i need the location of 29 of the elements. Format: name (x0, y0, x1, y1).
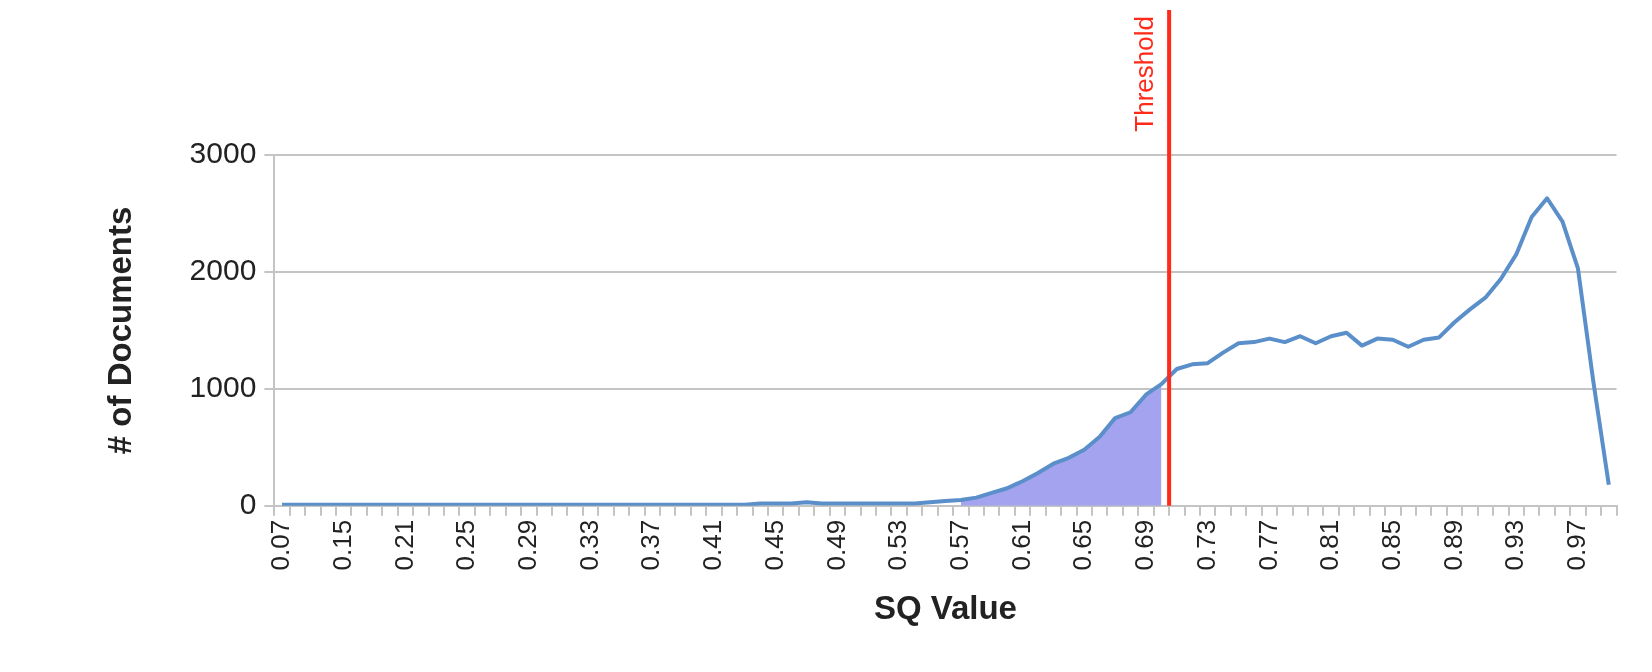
y-tick-label: 0 (239, 487, 257, 521)
x-tick-label: 0.57 (944, 519, 975, 571)
y-axis-title: # of Documents (100, 206, 138, 455)
x-tick-label: 0.41 (697, 519, 728, 571)
x-tick-label: 0.73 (1190, 519, 1221, 571)
x-tick-label: 0.07 (265, 519, 296, 571)
x-tick-label: 0.69 (1129, 519, 1160, 571)
x-tick-label: 0.25 (450, 519, 481, 571)
y-tick-label: 2000 (189, 253, 257, 287)
x-tick-label: 0.45 (758, 519, 789, 571)
x-tick-label: 0.53 (882, 519, 913, 571)
x-tick-label: 0.97 (1561, 519, 1592, 571)
y-tick-label: 1000 (189, 370, 257, 404)
x-tick-label: 0.77 (1252, 519, 1283, 571)
x-tick-label: 0.29 (512, 519, 543, 571)
x-tick-label: 0.21 (388, 519, 419, 571)
x-tick-label: 0.49 (820, 519, 851, 571)
x-tick-label: 0.15 (326, 519, 357, 571)
x-tick-label: 0.89 (1437, 519, 1468, 571)
x-tick-label: 0.93 (1499, 519, 1530, 571)
x-tick-label: 0.65 (1067, 519, 1098, 571)
x-tick-label: 0.85 (1375, 519, 1406, 571)
x-tick-label: 0.81 (1314, 519, 1345, 571)
x-tick-label: 0.33 (573, 519, 604, 571)
text: Threshold (1129, 16, 1160, 132)
x-axis-title: SQ Value (873, 589, 1017, 627)
x-tick-label: 0.37 (635, 519, 666, 571)
x-tick-label: 0.61 (1005, 519, 1036, 571)
y-tick-label: 3000 (189, 136, 257, 170)
